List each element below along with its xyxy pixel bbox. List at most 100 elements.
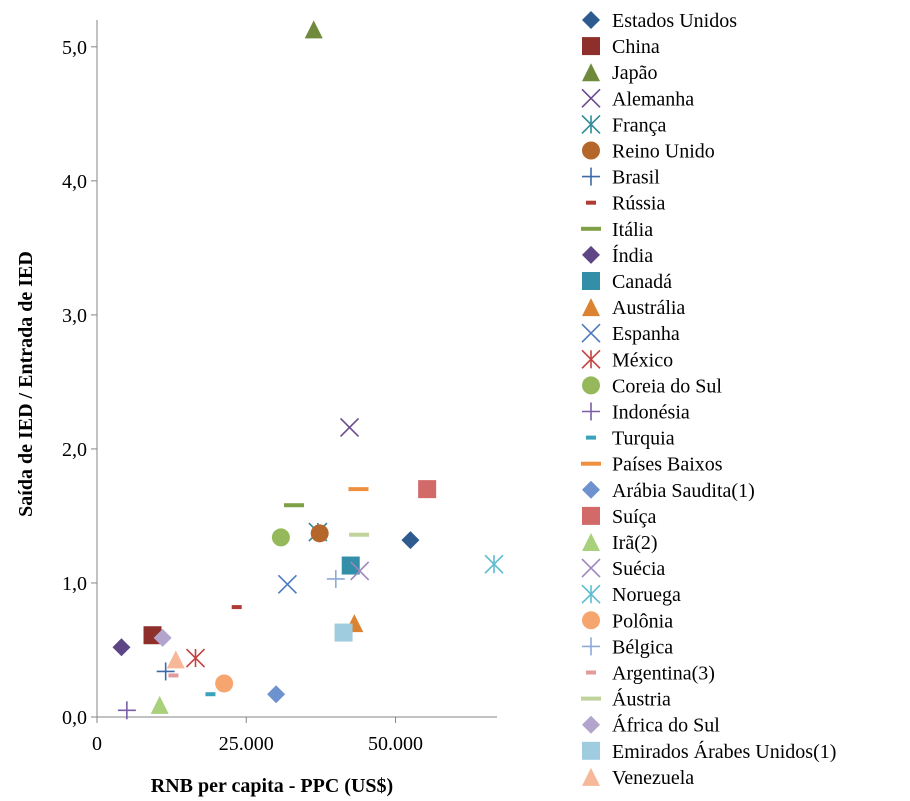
- x-tick-label: 25.000: [219, 733, 274, 755]
- legend-label: Turquia: [612, 428, 675, 450]
- y-tick-label: 1,0: [62, 573, 87, 595]
- legend-label: Reino Unido: [612, 141, 715, 163]
- data-point: [168, 673, 179, 678]
- legend-marker: [581, 696, 601, 701]
- legend-item: Arábia Saudita(1): [582, 480, 755, 502]
- legend-item: Brasil: [582, 167, 660, 189]
- legend-marker: [581, 461, 601, 466]
- data-point: [277, 574, 298, 594]
- legend-label: Coreia do Sul: [612, 375, 722, 397]
- legend-item: França: [581, 114, 667, 136]
- legend-item: Suíça: [582, 506, 657, 528]
- data-point: [310, 524, 329, 543]
- legend-label: Polônia: [612, 610, 673, 632]
- legend-item: Canadá: [582, 271, 672, 293]
- legend-item: Austrália: [582, 297, 685, 319]
- legend-item: Áustria: [581, 688, 671, 711]
- legend-item: Noruega: [581, 584, 681, 606]
- legend-marker: [582, 245, 600, 264]
- legend-marker: [581, 349, 601, 369]
- legend-marker: [581, 558, 601, 578]
- legend-marker: [582, 272, 600, 290]
- legend-label: China: [612, 36, 660, 58]
- data-point: [349, 532, 370, 537]
- legend-item: México: [581, 349, 673, 371]
- legend-label: Áustria: [612, 688, 671, 711]
- data-point: [350, 561, 370, 581]
- legend-marker: [582, 63, 600, 82]
- data-point: [150, 695, 169, 714]
- legend-label: Estados Unidos: [612, 10, 737, 32]
- legend-label: Emirados Árabes Unidos(1): [612, 740, 836, 763]
- legend-label: Venezuela: [612, 767, 694, 789]
- data-point: [205, 692, 216, 697]
- legend-marker: [582, 715, 600, 734]
- data-point: [341, 556, 360, 575]
- data-point: [401, 531, 420, 550]
- data-point: [284, 503, 305, 508]
- legend-item: África do Sul: [582, 714, 720, 737]
- data-point: [215, 674, 234, 693]
- legend-item: Coreia do Sul: [582, 375, 722, 397]
- legend-marker: [581, 323, 601, 343]
- legend-marker: [582, 637, 600, 656]
- legend-marker: [582, 141, 600, 160]
- data-point: [156, 662, 175, 681]
- legend-marker: [586, 670, 596, 675]
- legend-item: Rússia: [586, 193, 665, 215]
- data-point: [112, 638, 131, 657]
- legend-marker: [581, 226, 601, 231]
- legend-marker: [582, 611, 600, 630]
- legend-item: Espanha: [581, 323, 680, 345]
- data-point: [271, 528, 290, 547]
- axes: [96, 20, 497, 718]
- data-point: [117, 701, 136, 720]
- legend-item: Estados Unidos: [582, 10, 737, 32]
- legend-label: Irã(2): [612, 532, 658, 554]
- axis-ticks: 0,0 1,0 2,0 3,0 4,0 5,0 0 25.000 50.000: [62, 37, 423, 755]
- legend: Estados Unidos China Japão Alemanha França Re…: [581, 10, 836, 789]
- legend-marker: [582, 741, 600, 760]
- x-axis-title: RNB per capita - PPC (US$): [151, 775, 393, 797]
- data-point: [348, 487, 369, 492]
- legend-label: Arábia Saudita(1): [612, 480, 755, 502]
- legend-item: Emirados Árabes Unidos(1): [582, 740, 836, 763]
- legend-item: Países Baixos: [581, 454, 723, 476]
- legend-marker: [586, 435, 596, 440]
- legend-label: México: [612, 349, 673, 371]
- legend-label: Espanha: [612, 323, 680, 345]
- y-tick-label: 2,0: [62, 439, 87, 461]
- legend-label: Austrália: [612, 297, 685, 319]
- legend-marker: [582, 376, 600, 395]
- legend-item: Turquia: [586, 428, 675, 450]
- legend-marker: [582, 11, 600, 29]
- legend-label: França: [612, 114, 667, 136]
- data-point: [334, 623, 353, 642]
- legend-marker: [582, 298, 600, 317]
- legend-label: Canadá: [612, 271, 672, 293]
- legend-marker: [582, 533, 600, 551]
- legend-marker: [582, 480, 600, 499]
- legend-label: Países Baixos: [612, 454, 723, 476]
- data-point: [326, 569, 345, 588]
- x-tick-label: 0: [92, 733, 102, 755]
- legend-marker: [582, 506, 600, 525]
- legend-label: Noruega: [612, 584, 681, 606]
- x-tick-label: 50.000: [368, 733, 423, 755]
- legend-item: Japão: [582, 62, 658, 84]
- data-points: [112, 20, 504, 720]
- legend-marker: [586, 200, 596, 205]
- legend-label: Itália: [612, 219, 653, 241]
- legend-item: China: [582, 36, 660, 58]
- y-tick-label: 5,0: [62, 37, 87, 59]
- legend-marker: [582, 37, 600, 56]
- legend-item: Bélgica: [582, 636, 673, 658]
- y-tick-label: 4,0: [62, 171, 87, 193]
- legend-label: Bélgica: [612, 636, 673, 658]
- data-point: [267, 685, 286, 704]
- y-tick-label: 3,0: [62, 305, 87, 327]
- legend-label: Suíça: [612, 506, 657, 528]
- data-point: [153, 628, 172, 647]
- legend-label: Brasil: [612, 167, 660, 189]
